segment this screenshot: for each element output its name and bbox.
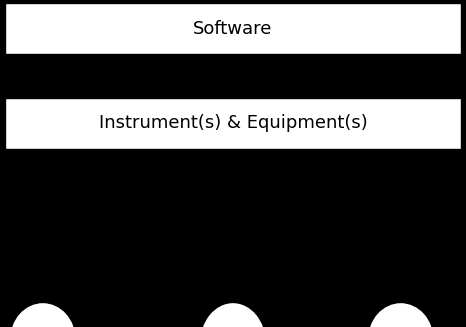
Ellipse shape [367,302,434,327]
Ellipse shape [9,302,76,327]
Text: Software: Software [193,20,273,38]
FancyBboxPatch shape [5,98,461,149]
Text: Instrument(s) & Equipment(s): Instrument(s) & Equipment(s) [99,114,367,132]
Ellipse shape [199,302,267,327]
FancyBboxPatch shape [5,3,461,54]
